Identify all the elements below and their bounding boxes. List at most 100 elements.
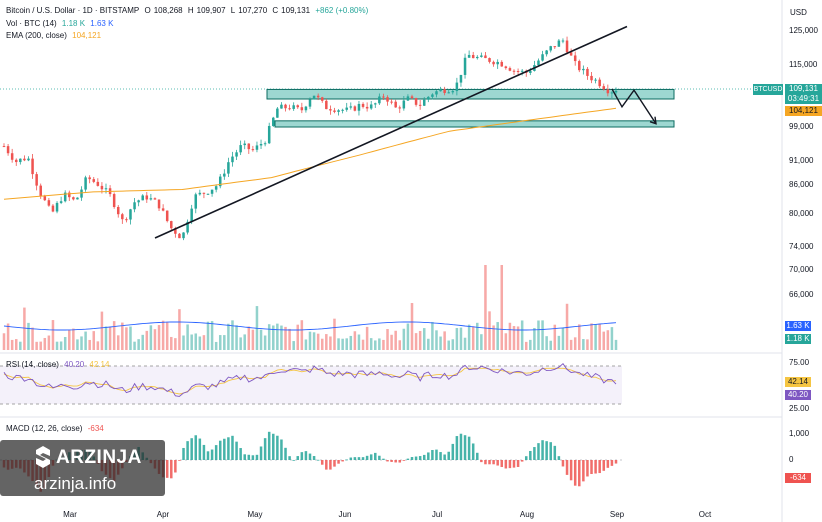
candle-body [598, 79, 601, 87]
candle-body [174, 228, 177, 234]
volume-bar [590, 323, 593, 350]
volume-bar [112, 321, 116, 350]
volume-bar [357, 334, 361, 350]
macd-bar [484, 460, 487, 465]
volume-bar [186, 324, 189, 350]
volume-bar [524, 341, 528, 350]
volume-bar [345, 338, 348, 350]
ema-label[interactable]: EMA (200, close) [6, 31, 67, 40]
macd-bar [516, 460, 520, 467]
x-axis-tick: Jul [432, 510, 442, 519]
candle-body [68, 192, 71, 198]
y-axis-tick: 86,000 [789, 180, 814, 189]
candle-body [390, 101, 393, 103]
macd-label[interactable]: MACD (12, 26, close) [6, 424, 83, 433]
volume-bar [267, 324, 271, 350]
volume-bar [422, 328, 426, 350]
volume-bar [337, 338, 340, 350]
candle-body [235, 152, 238, 157]
candle-body [614, 90, 618, 93]
candle-body [96, 181, 100, 186]
candle-body [243, 143, 246, 146]
macd-bar [508, 460, 512, 469]
projection-path [611, 88, 657, 125]
candle-body [594, 79, 597, 81]
volume-bar [365, 326, 369, 350]
candle-body [573, 55, 577, 62]
candle-body [582, 68, 585, 71]
macd-bar [259, 446, 263, 460]
rsi-badge-2: 42.14 [785, 377, 811, 387]
brand-url[interactable]: arzinja.info [34, 474, 117, 493]
candle-body [280, 104, 283, 109]
indicator-lines [3, 107, 617, 200]
macd-tick-top: 1,000 [789, 429, 810, 438]
candle-body [121, 214, 124, 220]
candle-body [14, 159, 18, 163]
candle-body [467, 54, 471, 58]
rsi-label[interactable]: RSI (14, close) [6, 360, 59, 369]
projection-arrowhead [649, 116, 657, 125]
symbol-title[interactable]: Bitcoin / U.S. Dollar · 1D · BITSTAMP [6, 6, 140, 15]
macd-bar [206, 451, 210, 460]
candle-body [104, 188, 108, 190]
candle-body [586, 68, 589, 76]
volume-bar [333, 318, 336, 350]
volume-bar [104, 326, 108, 350]
candle-body [165, 210, 169, 222]
macd-bar [520, 460, 524, 462]
candle-body [406, 96, 410, 101]
volume-bar [108, 326, 112, 350]
volume-bar [88, 339, 91, 350]
candle-body [357, 103, 361, 111]
volume-bar [182, 335, 185, 350]
volume-bar [512, 326, 516, 350]
candle-body [88, 177, 91, 180]
volume-bar [259, 329, 263, 350]
candle-body [590, 75, 593, 81]
candle-body [133, 202, 136, 210]
macd-bar [488, 460, 491, 465]
countdown-value: 03:49:31 [787, 94, 820, 103]
candle-body [325, 100, 328, 110]
volume-bar [68, 329, 71, 350]
macd-bar [194, 435, 198, 460]
volume-bar [520, 320, 524, 350]
candle-body [537, 60, 540, 66]
macd-bar [341, 460, 344, 462]
candle-body [300, 107, 304, 111]
macd-bar [529, 450, 532, 460]
macd-bar [165, 460, 169, 478]
candle-body [47, 200, 51, 206]
volume-bar [137, 339, 140, 350]
volume-legend-row: Vol · BTC (14) 1.18 K 1.63 K [6, 19, 116, 29]
volume-bar [427, 338, 430, 350]
volume-bar [614, 339, 618, 350]
macd-bar [345, 459, 348, 461]
volume-label[interactable]: Vol · BTC (14) [6, 19, 57, 28]
volume-bar [51, 320, 55, 350]
volume-bar [459, 327, 463, 350]
macd-bar [386, 460, 389, 462]
candle-body [6, 146, 10, 154]
rsi-value-2: 42.14 [89, 360, 110, 369]
ema-legend-row: EMA (200, close) 104,121 [6, 31, 104, 41]
macd-bar [378, 455, 381, 460]
candle-body [451, 91, 455, 93]
currency-label[interactable]: USD [790, 8, 807, 17]
candle-body [223, 173, 226, 177]
candle-body [84, 177, 87, 190]
volume-bar [198, 336, 202, 350]
macd-bar [496, 460, 499, 466]
macd-bar [198, 438, 202, 460]
volume-bar [329, 336, 332, 350]
macd-bar [374, 452, 377, 460]
candle-body [198, 192, 202, 195]
volume-bar [59, 341, 63, 350]
macd-bar [565, 460, 569, 475]
candle-body [129, 209, 132, 220]
price-badge-value: 109,131 [789, 84, 818, 93]
rsi-badge-1: 40.20 [785, 390, 811, 400]
macd-bar [402, 460, 406, 461]
macd-bar [267, 431, 271, 460]
